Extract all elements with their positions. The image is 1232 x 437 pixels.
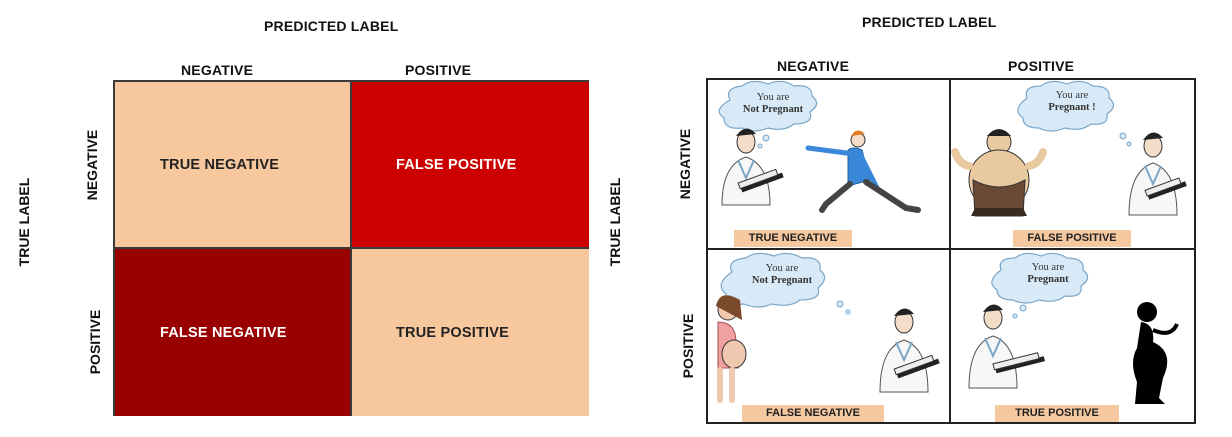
right-row-negative: NEGATIVE (677, 128, 693, 200)
cell-true-positive-label: TRUE POSITIVE (396, 324, 509, 341)
true-positive-bubble-text: You are Pregnant (1027, 262, 1069, 285)
left-row-negative: NEGATIVE (84, 129, 100, 201)
dancing-man-icon (805, 130, 921, 213)
doctor-icon (968, 304, 1046, 389)
right-predicted-label: PREDICTED LABEL (862, 14, 997, 30)
thought-bubble-icon (991, 252, 1089, 319)
illustration-false-positive: You are Pregnant ! FALSE POSITIVE (951, 80, 1194, 250)
left-predicted-label: PREDICTED LABEL (264, 18, 399, 34)
illustration-true-positive: You are Pregnant TRUE POSITIVE (951, 250, 1194, 422)
cell-false-positive-label: FALSE POSITIVE (396, 156, 517, 173)
false-negative-tag: FALSE NEGATIVE (742, 405, 884, 422)
cell-false-negative-label: FALSE NEGATIVE (160, 324, 287, 341)
cell-false-negative: FALSE NEGATIVE (115, 249, 352, 416)
illustration-true-negative: You are Not Pregnant TRUE NEGATIVE (708, 80, 951, 250)
cell-true-negative-label: TRUE NEGATIVE (160, 156, 280, 173)
cell-true-positive: TRUE POSITIVE (352, 249, 589, 416)
left-col-negative: NEGATIVE (181, 62, 254, 78)
sumo-wrestler-icon (951, 129, 1047, 217)
cell-true-negative: TRUE NEGATIVE (115, 82, 352, 249)
left-confusion-matrix: TRUE NEGATIVE FALSE POSITIVE FALSE NEGAT… (113, 80, 589, 416)
illustration-false-negative: You are Not Pregnant FALSE NEGATIVE (708, 250, 951, 422)
thought-bubble-icon (718, 80, 818, 149)
doctor-icon (1128, 132, 1187, 216)
left-true-label: TRUE LABEL (16, 177, 32, 267)
pregnant-silhouette-icon (1133, 302, 1179, 404)
right-illustrated-matrix: You are Not Pregnant TRUE NEGATIVE (706, 78, 1196, 424)
right-true-label: TRUE LABEL (607, 177, 623, 267)
pregnant-woman-icon (716, 295, 747, 403)
right-row-positive: POSITIVE (680, 313, 696, 379)
cell-false-positive: FALSE POSITIVE (352, 82, 589, 249)
doctor-icon (879, 308, 940, 393)
true-positive-tag: TRUE POSITIVE (995, 405, 1119, 422)
doctor-icon (721, 128, 784, 206)
false-positive-tag: FALSE POSITIVE (1013, 230, 1131, 247)
right-col-negative: NEGATIVE (777, 58, 850, 74)
thought-bubble-icon (1017, 80, 1132, 147)
true-negative-bubble-text: You are Not Pregnant (742, 92, 804, 115)
true-negative-tag: TRUE NEGATIVE (734, 230, 852, 247)
right-col-positive: POSITIVE (1008, 58, 1075, 74)
left-row-positive: POSITIVE (87, 309, 103, 375)
false-negative-bubble-text: You are Not Pregnant (751, 263, 813, 286)
false-positive-bubble-text: You are Pregnant ! (1048, 90, 1096, 113)
left-col-positive: POSITIVE (405, 62, 472, 78)
thought-bubble-icon (720, 252, 851, 315)
